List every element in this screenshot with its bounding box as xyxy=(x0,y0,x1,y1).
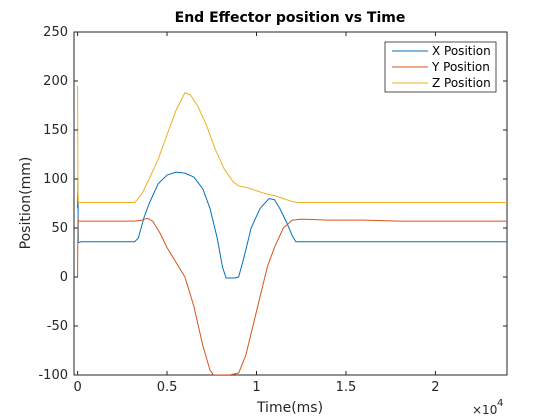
x-tick-label: 0 xyxy=(73,380,81,395)
y-tick-label: -100 xyxy=(38,368,68,383)
y-axis-ticks: -100 -50 0 50 100 150 200 250 xyxy=(38,25,507,383)
y-tick-label: -50 xyxy=(47,319,68,334)
x-axis-label: Time(ms) xyxy=(256,400,323,416)
y-axis-label: Position(mm) xyxy=(18,157,34,250)
chart-title: End Effector position vs Time xyxy=(175,10,406,26)
y-tick-label: 150 xyxy=(43,123,68,138)
y-tick-label: 0 xyxy=(60,270,68,285)
x-axis-ticks: 0 0.5 1 1.5 2 xyxy=(73,32,440,395)
x-axis-exponent: ×10 4 xyxy=(472,398,503,417)
y-tick-label: 50 xyxy=(51,221,68,236)
x-axis-exponent-base: ×10 xyxy=(472,403,497,417)
x-tick-label: 1.5 xyxy=(336,380,357,395)
series-line-y-position xyxy=(77,217,507,375)
legend-label: Y Position xyxy=(431,60,490,74)
series-line-x-position xyxy=(77,171,507,279)
x-tick-label: 0.5 xyxy=(157,380,178,395)
series-layer xyxy=(77,85,507,375)
x-axis-exponent-power: 4 xyxy=(497,398,503,409)
series-line-z-position xyxy=(77,85,507,204)
y-tick-label: 200 xyxy=(43,74,68,89)
y-tick-label: 100 xyxy=(43,172,68,187)
legend-label: X Position xyxy=(432,44,491,58)
y-tick-label: 250 xyxy=(43,25,68,40)
legend: X Position Y Position Z Position xyxy=(384,41,497,93)
x-tick-label: 2 xyxy=(431,380,439,395)
x-tick-label: 1 xyxy=(252,380,260,395)
legend-label: Z Position xyxy=(432,76,491,90)
